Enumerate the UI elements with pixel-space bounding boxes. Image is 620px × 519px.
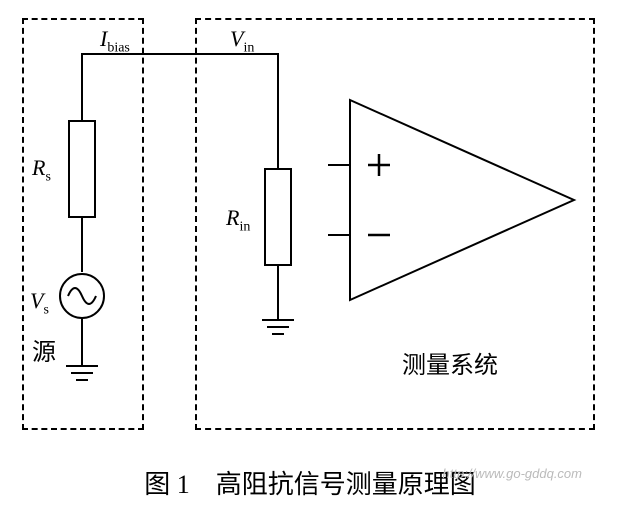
label-source-text: 源 [32,332,56,367]
label-rin: Rin [226,205,250,235]
circuit-diagram: Ibias Vin Rs Vs 源 Rin [0,0,620,519]
label-meas-text: 测量系统 [402,345,498,380]
wire-src-top [81,53,83,120]
watermark-text: http://www.go-gddq.com [443,466,582,481]
resistor-rs [68,120,96,218]
label-rs: Rs [32,155,51,185]
resistor-rin [264,168,292,266]
ground-source-icon [62,360,102,388]
label-vs: Vs [30,288,49,318]
wire-ac-gnd [81,318,83,362]
wire-meas-top [277,53,279,168]
label-vin: Vin [230,26,254,56]
ac-source-icon [58,272,106,320]
wire-rs-ac [81,218,83,272]
opamp-icon [328,92,583,308]
label-ibias: Ibias [100,26,130,56]
wire-rin-gnd [277,266,279,316]
ground-meas-icon [258,314,298,342]
